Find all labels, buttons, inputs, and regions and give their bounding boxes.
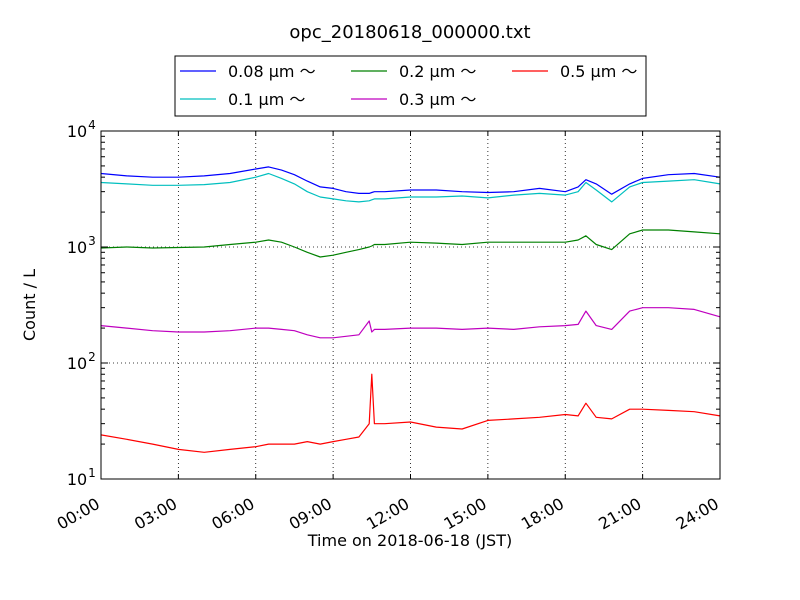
legend-box — [174, 55, 647, 117]
legend: 0.08 μm ～ 0.1 μm ～ 0.2 μm ～ 0.3 μm ～ 0.5 μm … — [174, 55, 647, 117]
legend-label: 0.1 μm ～ — [228, 90, 305, 109]
series-line-4 — [100, 373, 721, 453]
legend-label: 0.3 μm ～ — [399, 90, 476, 109]
y-tick-label: 10 — [67, 354, 87, 373]
legend-label: 0.08 μm ～ — [228, 62, 316, 81]
chart-title: opc_20180618_000000.txt — [289, 22, 530, 43]
legend-label: 0.5 μm ～ — [560, 62, 637, 81]
y-tick-exponent: 4 — [88, 118, 96, 132]
y-tick-exponent: 1 — [88, 466, 96, 480]
y-axis-label: Count / L — [20, 269, 39, 341]
series-line-2 — [100, 229, 721, 258]
series-line-0 — [100, 166, 721, 195]
y-tick-label: 10 — [67, 238, 87, 257]
y-tick-exponent: 3 — [88, 234, 96, 248]
series-line-3 — [100, 307, 721, 339]
series-line-1 — [100, 172, 721, 203]
legend-label: 0.2 μm ～ — [399, 62, 476, 81]
x-axis-label: Time on 2018-06-18 (JST) — [307, 531, 512, 550]
series-lines — [100, 166, 721, 453]
y-tick-label: 10 — [67, 470, 87, 489]
y-tick-label: 10 — [67, 122, 87, 141]
y-tick-exponent: 2 — [88, 350, 96, 364]
